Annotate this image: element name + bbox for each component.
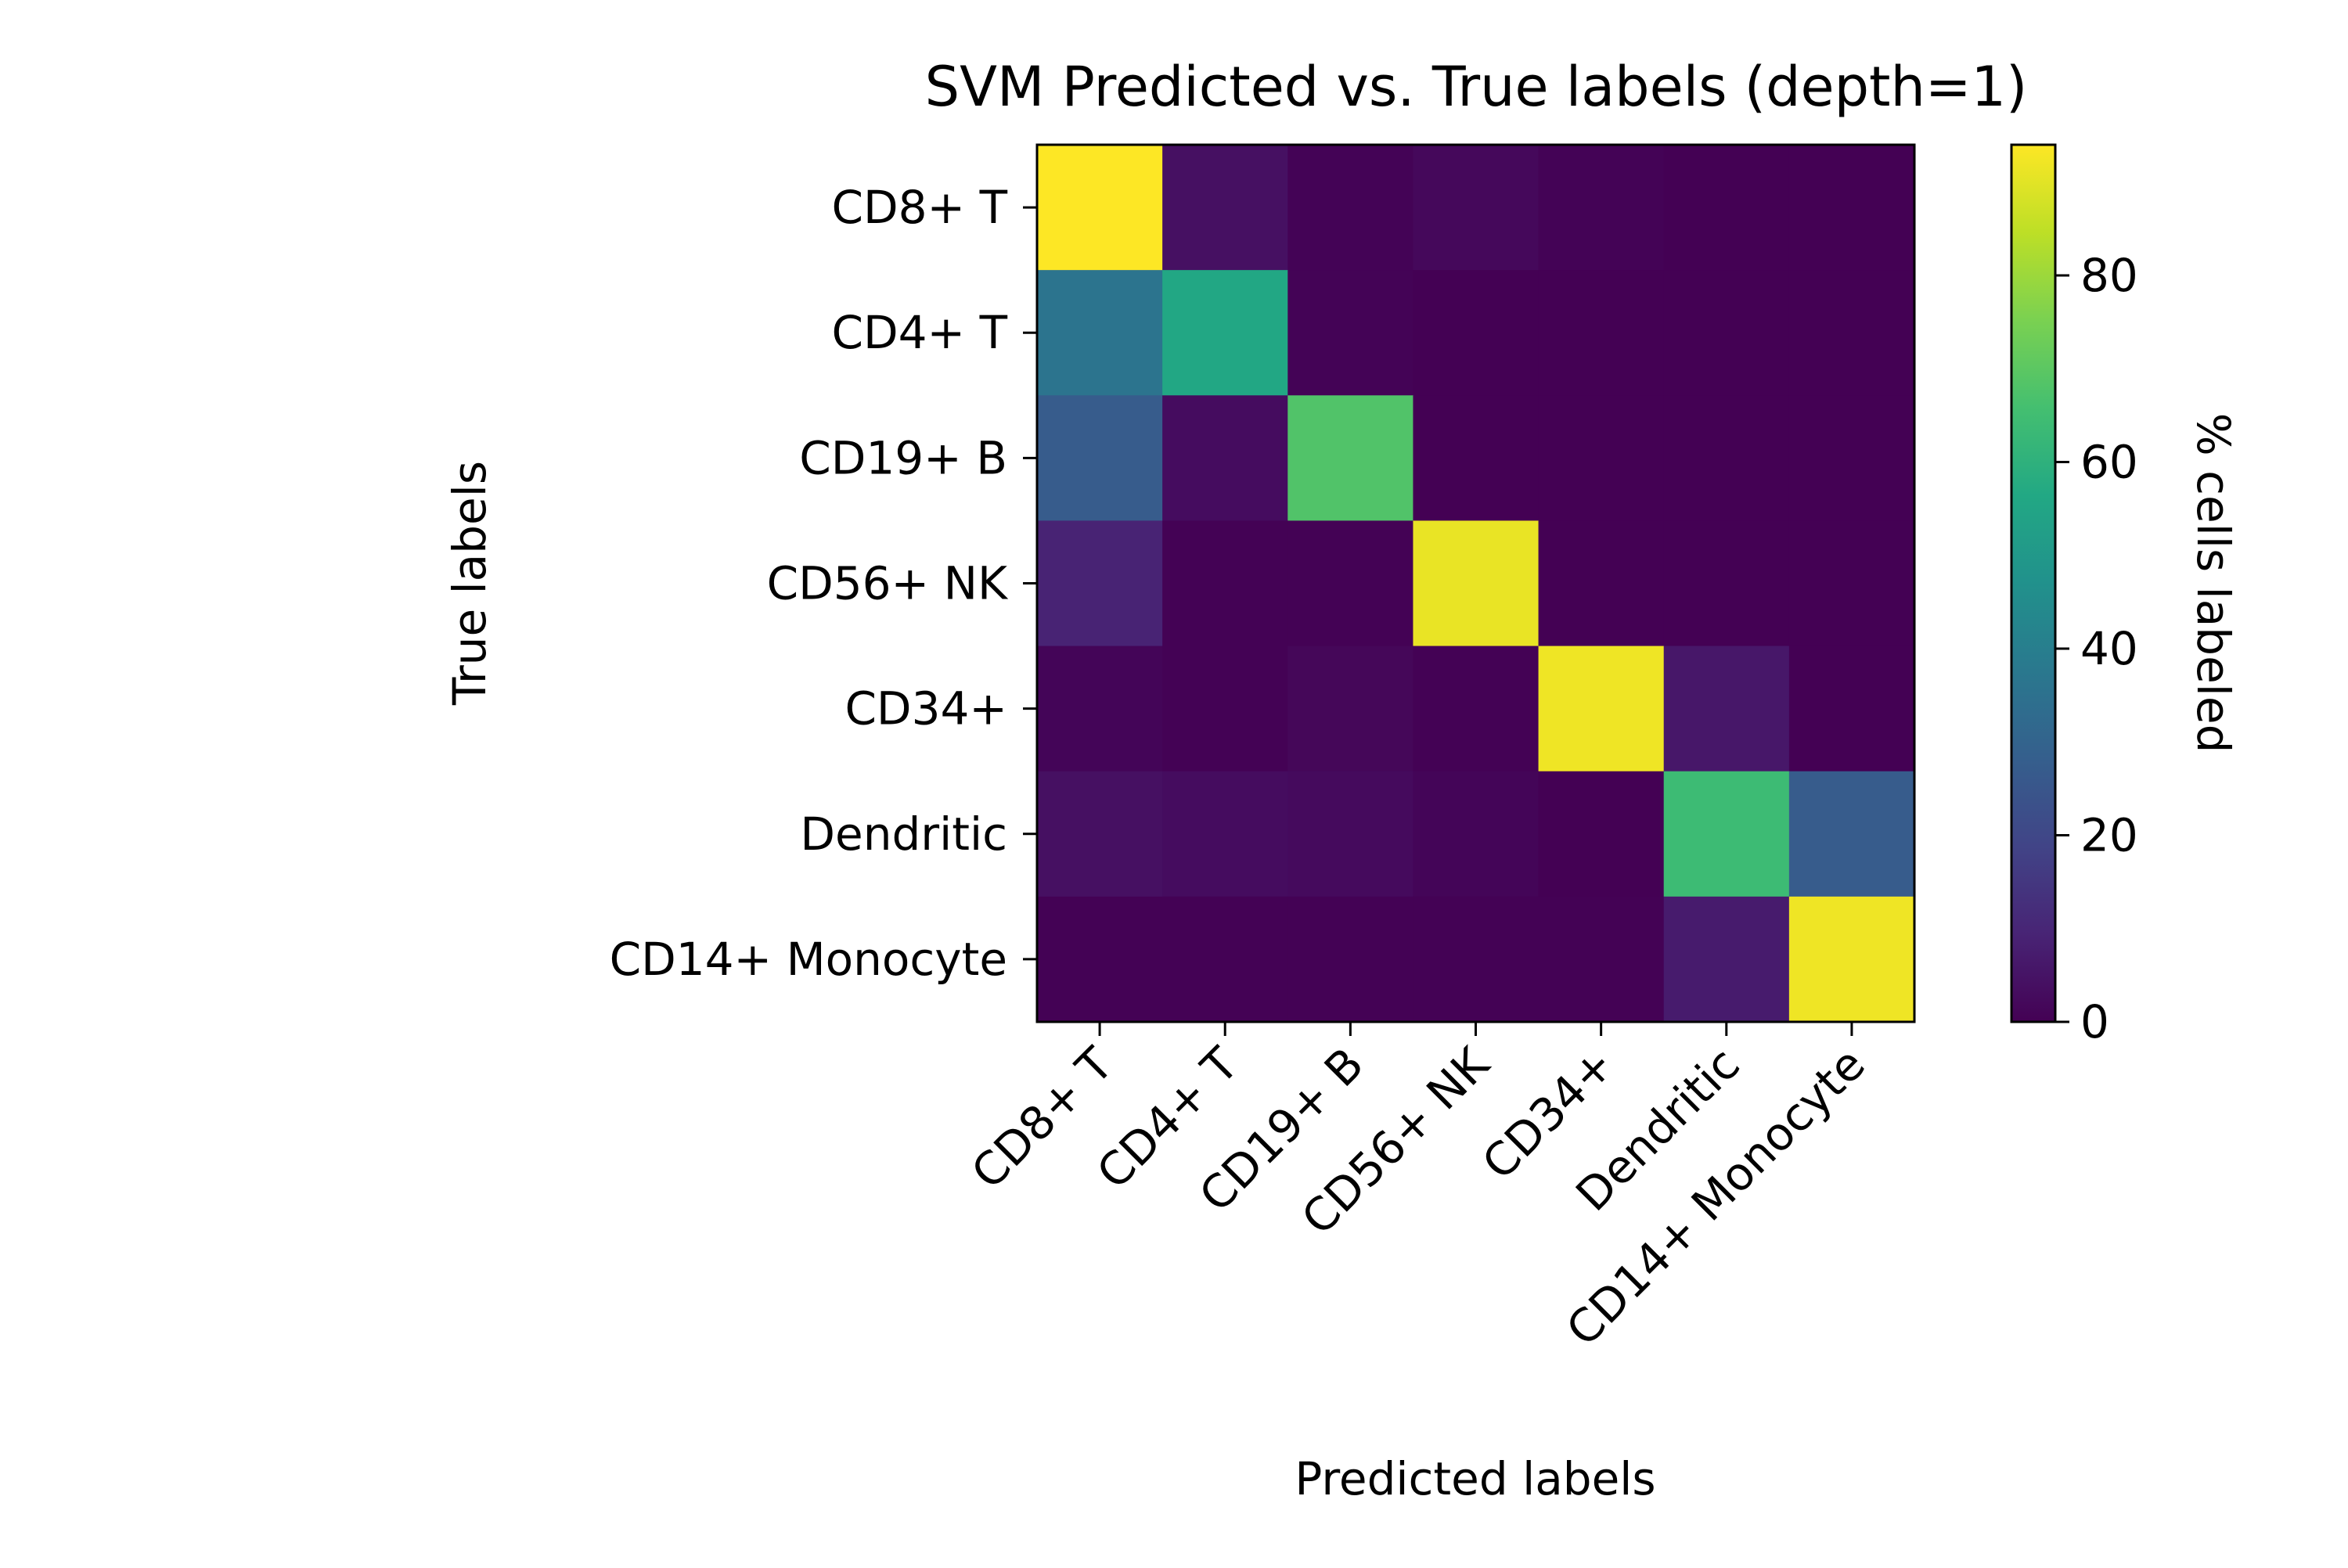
heatmap-cell: [1037, 145, 1163, 271]
heatmap-cell: [1788, 395, 1915, 522]
y-axis-ticks: CD8+ T CD4+ T CD19+ B CD56+ NK CD34+ Dendriti…: [610, 181, 1037, 986]
heatmap-cell: [1162, 395, 1288, 522]
colorbar-label: % cells labeled: [2187, 413, 2240, 753]
y-tick-label: CD8+ T: [831, 181, 1007, 234]
heatmap-cell: [1162, 771, 1288, 897]
heatmap-cell: [1162, 646, 1288, 772]
heatmap-cell: [1788, 520, 1915, 647]
heatmap-cell: [1663, 520, 1790, 647]
y-tick-label: CD14+ Monocyte: [610, 933, 1007, 986]
y-tick-label: CD34+: [844, 682, 1007, 735]
heatmap-cell: [1413, 520, 1540, 647]
heatmap-cell: [1663, 395, 1790, 522]
colorbar: [2010, 143, 2057, 1023]
colorbar-tick-label: 0: [2080, 995, 2109, 1048]
heatmap-cell: [1037, 646, 1163, 772]
heatmap-cell: [1287, 646, 1414, 772]
heatmap-cell: [1287, 270, 1414, 396]
heatmap-cell: [1413, 771, 1540, 897]
heatmap-cell: [1663, 771, 1790, 897]
heatmap-cell: [1037, 270, 1163, 396]
heatmap-cell: [1538, 771, 1665, 897]
heatmap-cell: [1037, 771, 1163, 897]
heatmap-cell: [1538, 145, 1665, 271]
heatmap-cell: [1663, 145, 1790, 271]
heatmap-cell: [1162, 520, 1288, 647]
colorbar-tick-label: 80: [2080, 249, 2138, 302]
colorbar-tick-label: 60: [2080, 435, 2138, 488]
heatmap-cell: [1663, 646, 1790, 772]
heatmap-cell: [1037, 896, 1163, 1023]
heatmap-cell: [1037, 395, 1163, 522]
heatmap-cells: [1037, 145, 1915, 1023]
heatmap-cell: [1413, 145, 1540, 271]
y-axis-label: True labels: [443, 461, 496, 706]
heatmap-cell: [1413, 646, 1540, 772]
heatmap-cell: [1287, 520, 1414, 647]
chart-title: SVM Predicted vs. True labels (depth=1): [925, 55, 2028, 119]
heatmap-cell: [1538, 270, 1665, 396]
heatmap-cell: [1287, 771, 1414, 897]
heatmap-cell: [1287, 395, 1414, 522]
heatmap-cell: [1287, 145, 1414, 271]
heatmap-cell: [1788, 646, 1915, 772]
y-tick-label: CD4+ T: [831, 306, 1007, 359]
y-tick-label: CD56+ NK: [767, 557, 1009, 610]
heatmap-cell: [1663, 270, 1790, 396]
heatmap-cell: [1788, 270, 1915, 396]
heatmap-cell: [1162, 896, 1288, 1023]
heatmap-cell: [1788, 896, 1915, 1023]
colorbar-tick-label: 40: [2080, 622, 2138, 675]
colorbar-ticks: 0 20 40 60 80: [2055, 249, 2138, 1048]
heatmap-cell: [1162, 270, 1288, 396]
colorbar-tick-label: 20: [2080, 808, 2138, 861]
heatmap-cell: [1538, 520, 1665, 647]
heatmap-cell: [1538, 646, 1665, 772]
heatmap-cell: [1162, 145, 1288, 271]
heatmap-cell: [1788, 145, 1915, 271]
heatmap-cell: [1788, 771, 1915, 897]
heatmap-cell: [1413, 896, 1540, 1023]
heatmap-cell: [1413, 270, 1540, 396]
heatmap-cell: [1538, 896, 1665, 1023]
heatmap-cell: [1538, 395, 1665, 522]
x-axis-label: Predicted labels: [1295, 1452, 1655, 1505]
y-tick-label: CD19+ B: [799, 431, 1007, 484]
heatmap-cell: [1663, 896, 1790, 1023]
heatmap-cell: [1287, 896, 1414, 1023]
heatmap-cell: [1037, 520, 1163, 647]
heatmap-cell: [1413, 395, 1540, 522]
y-tick-label: Dendritic: [800, 807, 1007, 861]
